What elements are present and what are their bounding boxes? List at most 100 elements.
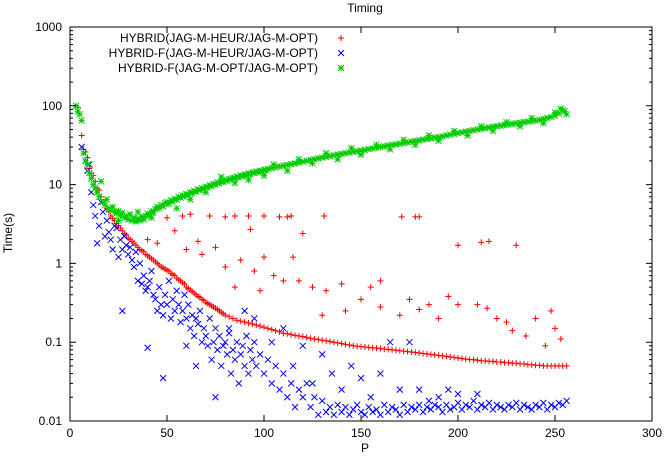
data-point: [408, 138, 415, 145]
data-point: [78, 132, 85, 139]
data-point: [303, 380, 311, 387]
data-point: [384, 408, 392, 416]
data-point: [512, 399, 520, 407]
data-point: [276, 163, 283, 170]
data-point: [144, 283, 151, 291]
data-point: [326, 152, 334, 160]
data-point: [357, 374, 365, 382]
data-point: [334, 151, 342, 158]
y-tick-label: 100: [42, 99, 62, 113]
y-tick-label: 0.1: [45, 335, 62, 349]
data-point: [152, 295, 159, 303]
data-point: [115, 253, 122, 261]
data-point: [425, 397, 433, 405]
data-point: [404, 138, 411, 146]
data-point: [552, 325, 558, 332]
data-point: [93, 188, 101, 196]
data-point: [516, 122, 524, 130]
data-point: [221, 176, 229, 184]
data-point: [450, 127, 458, 135]
data-point: [322, 149, 330, 157]
data-point: [99, 208, 107, 216]
data-point: [229, 346, 237, 354]
data-point: [169, 198, 177, 205]
data-point: [425, 132, 433, 139]
plot-frame: [69, 26, 653, 422]
x-tick-label: 250: [545, 426, 565, 440]
data-point: [283, 393, 291, 401]
data-point: [367, 393, 375, 401]
data-point: [200, 324, 208, 332]
data-point: [462, 128, 470, 135]
data-point: [439, 352, 446, 359]
data-point: [291, 403, 299, 411]
data-point: [181, 291, 188, 299]
data-point: [150, 209, 157, 217]
data-point: [251, 268, 258, 275]
data-point: [454, 129, 462, 137]
data-point: [346, 411, 353, 419]
data-point: [130, 263, 138, 271]
data-point: [435, 315, 442, 322]
data-point: [524, 403, 532, 411]
data-point: [261, 212, 267, 219]
data-point: [443, 132, 450, 139]
data-point: [386, 146, 394, 153]
data-point: [260, 172, 268, 179]
data-point: [183, 342, 190, 350]
data-point: [190, 187, 198, 195]
data-point: [214, 179, 221, 186]
data-point: [268, 164, 276, 172]
data-point: [190, 332, 198, 340]
data-point: [377, 277, 384, 284]
data-point: [334, 339, 341, 346]
data-point: [319, 337, 326, 344]
data-point: [481, 124, 489, 132]
data-point: [212, 393, 219, 401]
data-point: [443, 353, 450, 360]
data-point: [235, 380, 243, 387]
data-point: [503, 319, 510, 326]
data-point: [384, 142, 392, 150]
data-point: [103, 217, 111, 224]
data-point: [245, 320, 252, 327]
data-point: [311, 393, 318, 401]
data-point: [489, 127, 497, 135]
data-point: [369, 145, 376, 152]
data-point: [284, 330, 291, 337]
data-point: [543, 114, 551, 122]
data-point: [227, 370, 235, 377]
data-point: [132, 218, 140, 225]
data-point: [377, 411, 384, 419]
data-point: [287, 380, 295, 387]
data-point: [513, 360, 520, 367]
data-point: [270, 272, 277, 279]
data-point: [408, 403, 415, 411]
data-point: [80, 149, 87, 157]
data-point: [136, 217, 144, 224]
data-point: [89, 201, 97, 209]
data-point: [493, 401, 501, 409]
data-point: [119, 307, 126, 315]
data-point: [115, 217, 122, 224]
data-point: [400, 139, 408, 147]
data-point: [171, 227, 178, 234]
data-point: [346, 342, 353, 349]
data-point: [128, 217, 136, 224]
x-tick-label: 50: [160, 426, 174, 440]
data-point: [295, 159, 303, 166]
data-point: [237, 318, 244, 325]
data-point: [303, 157, 311, 165]
data-point: [411, 141, 419, 149]
data-point: [74, 108, 82, 115]
data-point: [202, 183, 210, 191]
data-point: [307, 335, 314, 342]
data-point: [272, 327, 279, 334]
data-point: [540, 115, 547, 123]
data-point: [284, 213, 291, 220]
x-axis-title: P: [361, 441, 369, 455]
data-point: [361, 411, 369, 419]
data-point: [482, 357, 489, 364]
data-point: [295, 277, 302, 284]
